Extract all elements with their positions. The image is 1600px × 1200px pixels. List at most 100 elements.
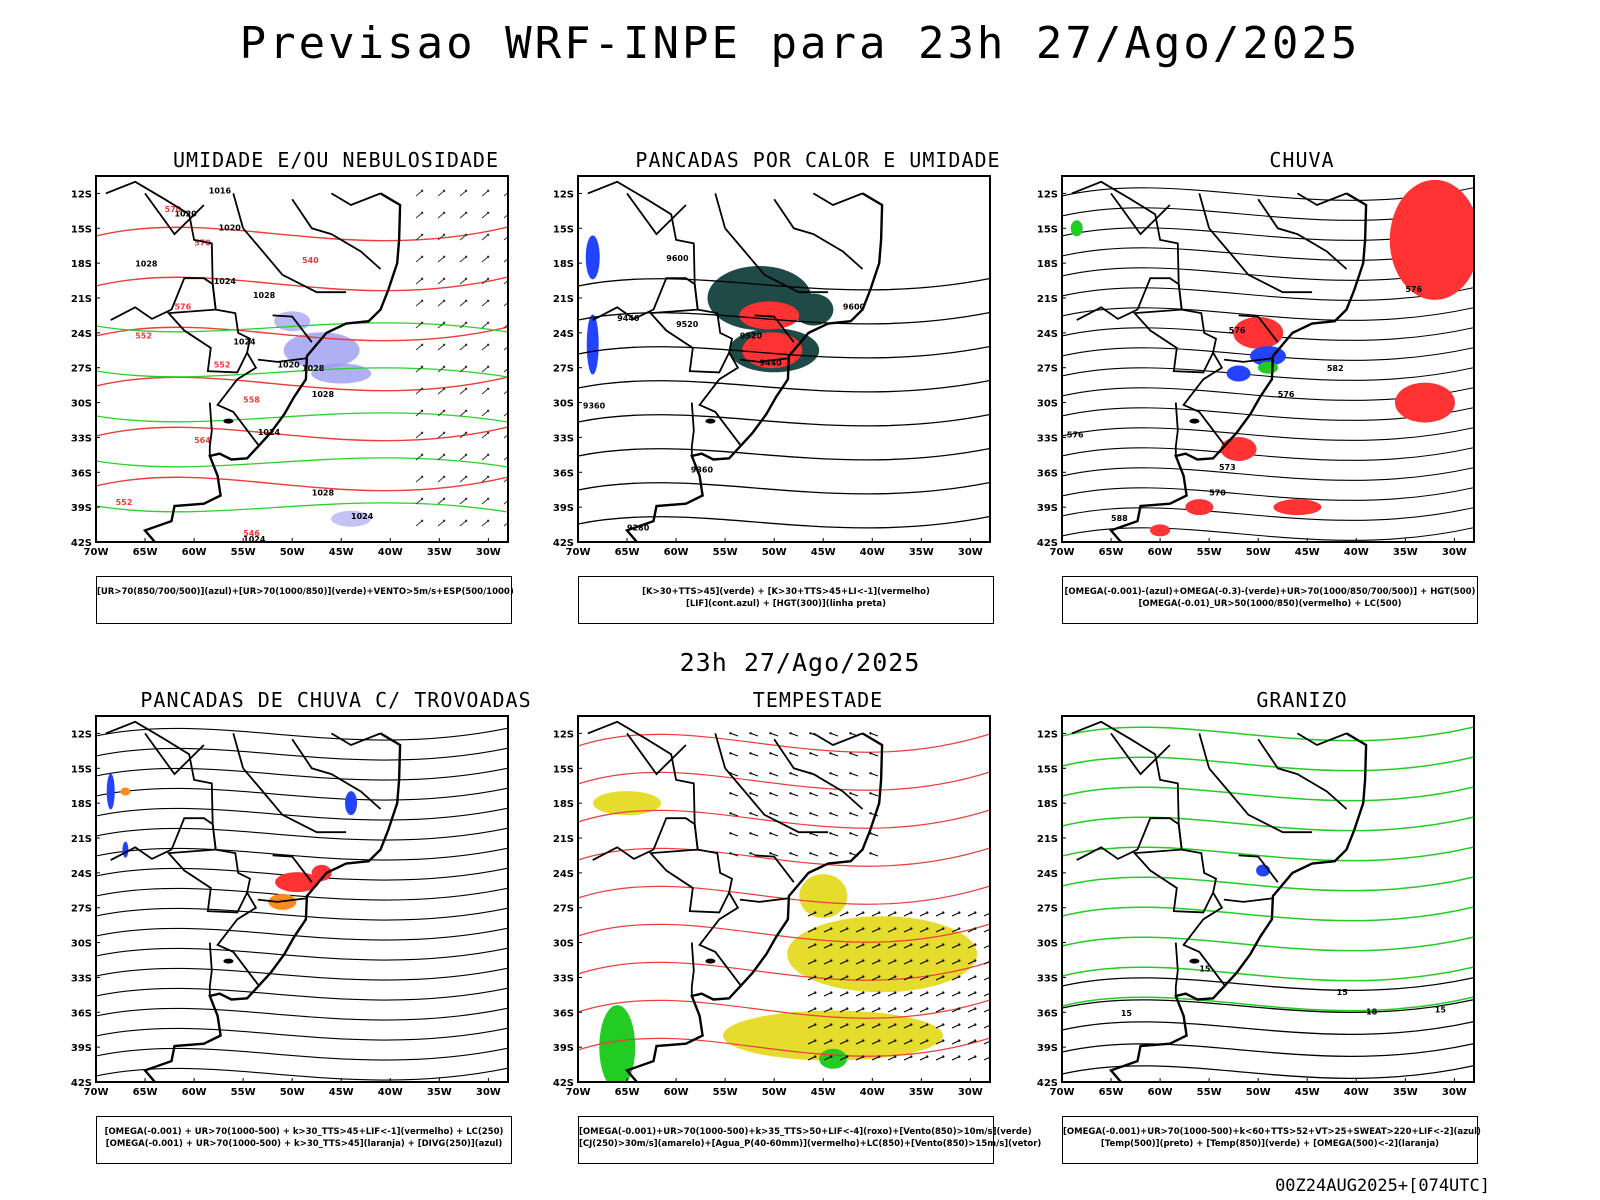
wind-vector — [958, 943, 961, 946]
wind-vector — [789, 752, 792, 755]
lon-label: 40W — [378, 1087, 403, 1098]
wind-vector — [459, 366, 467, 373]
lon-label: 65W — [615, 547, 640, 558]
state-border — [1198, 733, 1210, 769]
wind-vector — [770, 772, 779, 777]
wind-vector — [887, 960, 896, 965]
wind-vector — [481, 190, 489, 197]
wind-vector — [464, 409, 468, 413]
wind-vector — [951, 944, 960, 949]
wind-vector — [846, 1039, 849, 1042]
lon-label: 30W — [958, 547, 983, 558]
wind-vector — [839, 1040, 848, 1045]
streamline — [96, 1067, 508, 1081]
wind-vector — [870, 732, 879, 737]
rain-area — [1220, 437, 1257, 462]
wind-vector — [442, 365, 446, 369]
state-border — [1110, 732, 1171, 776]
wind-vector — [459, 432, 467, 439]
wind-vector — [958, 927, 961, 930]
contour-label: 1020 — [219, 224, 242, 233]
wind-vector — [420, 233, 424, 237]
wind-vector — [951, 960, 960, 965]
rain-area — [1150, 524, 1171, 537]
wind-vector — [769, 852, 772, 855]
streamline — [96, 807, 508, 821]
streamline — [96, 1027, 508, 1041]
wind-vector — [869, 792, 872, 795]
wind-vector — [807, 928, 816, 933]
lon-label: 60W — [182, 547, 207, 558]
wind-vector — [814, 1007, 817, 1010]
wind-vector — [894, 1007, 897, 1010]
lat-label: 27S — [71, 904, 92, 915]
contour-label: 552 — [116, 498, 133, 507]
humidity-area — [331, 510, 372, 527]
wind-vector — [878, 927, 881, 930]
thickness-contour — [96, 476, 508, 492]
wind-vector — [464, 387, 468, 391]
wind-vector — [919, 912, 928, 917]
wind-vector — [878, 1007, 881, 1010]
wind-vector — [942, 1023, 945, 1026]
wind-vector — [823, 976, 832, 981]
wind-vector — [967, 992, 976, 997]
contour-label: 15 — [1435, 1005, 1447, 1014]
lat-label: 15S — [1037, 764, 1058, 775]
wind-vector — [958, 959, 961, 962]
wind-vector — [729, 812, 732, 815]
wind-vector — [903, 1024, 912, 1029]
wind-vector — [850, 792, 859, 797]
wind-vector — [481, 256, 489, 263]
contour-label: 570 — [1209, 489, 1226, 498]
thickness-contour — [96, 326, 508, 342]
lon-label: 35W — [427, 1087, 452, 1098]
state-border — [330, 192, 381, 206]
temp-850-contour — [1062, 816, 1474, 832]
wind-vector — [790, 772, 799, 777]
wind-vector — [486, 321, 490, 325]
streamline — [1062, 507, 1474, 521]
state-border — [1136, 817, 1180, 850]
rh-contour — [96, 367, 508, 378]
page-title: Previsao WRF-INPE para 23h 27/Ago/2025 — [239, 18, 1361, 69]
wind-vector — [770, 732, 779, 737]
panel-title: PANCADAS DE CHUVA C/ TROVOADAS — [140, 688, 532, 712]
wind-vector — [829, 752, 832, 755]
water-content-contour — [578, 1037, 990, 1057]
lat-label: 33S — [553, 433, 574, 444]
state-border — [272, 854, 313, 883]
lat-label: 21S — [553, 294, 574, 305]
contour-label: 576 — [1405, 285, 1422, 294]
wind-vector — [810, 852, 819, 857]
wind-vector — [749, 852, 752, 855]
wind-vector — [878, 959, 881, 962]
wind-vector — [919, 976, 928, 981]
wind-vector — [809, 732, 812, 735]
wind-vector — [789, 792, 792, 795]
jet-stream-area — [723, 1010, 944, 1061]
lon-label: 35W — [909, 547, 934, 558]
wind-vector — [894, 1023, 897, 1026]
forecast-map: 9600 9520 9440 9520 9440 9600 9360 9360 9280 12S 1… — [553, 175, 991, 558]
contour-label: 15 — [1121, 1009, 1133, 1018]
divergence-area — [122, 841, 129, 858]
legend-line: [Temp(500)](preto) + [Temp(850)](verde) … — [1100, 1139, 1440, 1149]
atlantic-coastline — [624, 732, 884, 1082]
wind-vector — [459, 278, 467, 285]
wind-vector — [486, 475, 490, 479]
wind-vector — [935, 1008, 944, 1013]
thickness-contour — [96, 226, 508, 242]
lat-label: 33S — [553, 973, 574, 984]
streamline — [96, 787, 508, 801]
contour-label: 558 — [243, 396, 260, 405]
wind-vector — [926, 991, 929, 994]
legend-line: [OMEGA(-0.001)+UR>70(1000-500)+k<60+TTS>… — [1063, 1127, 1481, 1137]
wind-vector — [942, 1055, 945, 1058]
wind-vector — [862, 927, 865, 930]
wind-vector — [769, 732, 772, 735]
wind-vector — [415, 410, 423, 417]
lat-label: 21S — [71, 834, 92, 845]
wind-vector — [846, 943, 849, 946]
water-content-contour — [578, 961, 990, 981]
